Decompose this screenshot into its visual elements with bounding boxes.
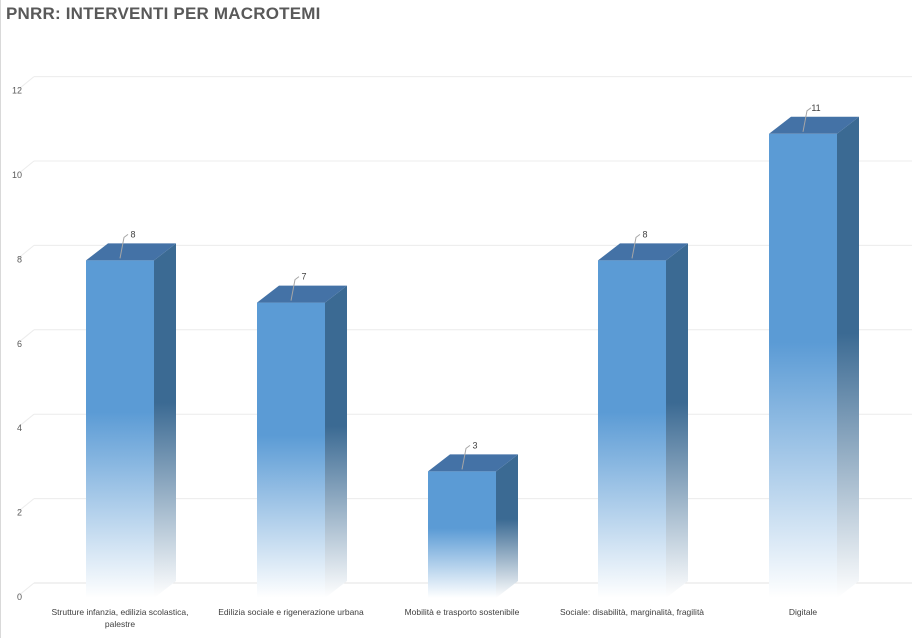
bar: 11: [769, 103, 859, 599]
bar-top: [86, 243, 176, 261]
bar-top: [769, 116, 859, 134]
x-category-label: Edilizia sociale e rigenerazione urbana: [218, 607, 364, 617]
data-label: 8: [130, 229, 135, 239]
bar-side: [325, 285, 347, 598]
bar-front: [257, 302, 325, 598]
y-tick-label: 4: [17, 423, 22, 433]
data-label-leader: [631, 233, 641, 259]
gridline-diag: [17, 498, 35, 512]
left-border: [0, 0, 1, 638]
bar-side: [837, 116, 859, 599]
data-label: 8: [642, 229, 647, 239]
data-label: 3: [472, 440, 477, 450]
gridline-diag: [17, 245, 35, 259]
gridline-diag: [17, 582, 35, 597]
gridline-diag: [17, 413, 35, 428]
x-category-label: Mobilità e trasporto sostenibile: [405, 607, 520, 617]
data-label-leader: [802, 107, 812, 132]
y-tick-label: 6: [17, 339, 22, 349]
data-label-leader: [290, 276, 300, 301]
bar-front: [86, 260, 154, 598]
data-label-leader: [119, 233, 129, 259]
bar-side: [496, 454, 518, 598]
chart-title: PNRR: INTERVENTI PER MACROTEMI: [6, 4, 321, 23]
bar: 8: [598, 229, 688, 598]
data-label: 7: [301, 272, 306, 282]
gridline-diag: [17, 329, 35, 344]
x-category-label: Strutture infanzia, edilizia scolastica,…: [51, 607, 188, 629]
bar-top: [598, 243, 688, 261]
bar: 3: [428, 440, 518, 598]
y-tick-label: 0: [17, 592, 22, 602]
bar: 7: [257, 272, 347, 598]
bar-front: [598, 260, 666, 598]
bar: 8: [86, 229, 176, 598]
data-label-leader: [461, 444, 471, 470]
bar-top: [257, 285, 347, 303]
x-axis: Strutture infanzia, edilizia scolastica,…: [51, 607, 817, 629]
gridline-diag: [17, 76, 35, 90]
bar-front: [769, 133, 837, 599]
gridline-diag: [17, 160, 35, 175]
data-label: 11: [811, 103, 820, 113]
y-tick-label: 10: [12, 170, 22, 180]
x-category-label: Digitale: [789, 607, 818, 617]
bar-side: [154, 243, 176, 598]
bar-side: [666, 243, 688, 598]
y-tick-label: 12: [12, 86, 22, 96]
bars: 8 7 3 8 11: [86, 103, 859, 599]
x-category-label: Sociale: disabilità, marginalità, fragil…: [560, 607, 704, 617]
y-axis: 0 2 4 6 8 10 12: [12, 86, 22, 602]
bar-top: [428, 454, 518, 472]
bar-front: [428, 471, 496, 598]
y-tick-label: 8: [17, 254, 22, 264]
y-tick-label: 2: [17, 508, 22, 518]
